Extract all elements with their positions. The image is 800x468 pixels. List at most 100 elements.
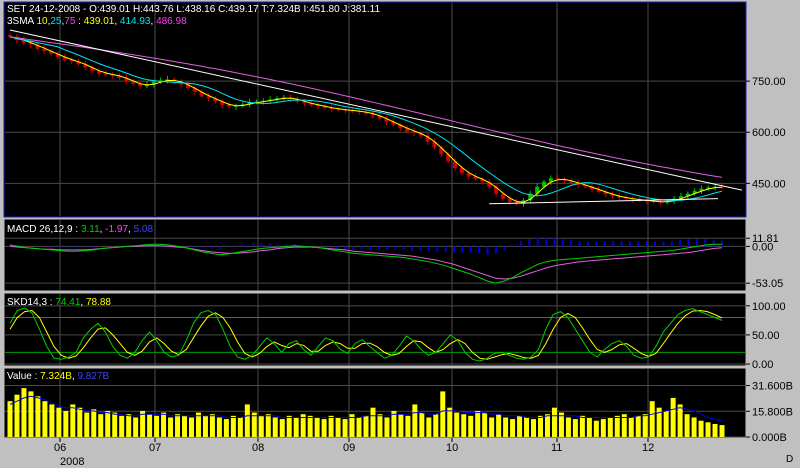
candle-body bbox=[220, 101, 225, 105]
value-bar bbox=[377, 414, 383, 437]
value-bar bbox=[656, 407, 662, 437]
candle-body bbox=[658, 201, 663, 203]
candle-body bbox=[49, 51, 54, 54]
candle-body bbox=[685, 193, 690, 197]
value-bar bbox=[14, 394, 20, 437]
value-bar bbox=[175, 414, 181, 437]
candle-body bbox=[706, 187, 711, 189]
value-bar bbox=[105, 410, 111, 437]
value-bar bbox=[216, 417, 222, 437]
value-axis-label: 15.800B bbox=[752, 406, 793, 418]
value-average-line bbox=[9, 395, 723, 422]
candle-body bbox=[8, 35, 12, 37]
candle-body bbox=[240, 104, 245, 106]
macd-axis-label: 11.81 bbox=[752, 233, 779, 245]
trend-line bbox=[9, 29, 743, 191]
value-bar bbox=[524, 417, 530, 437]
candle-body bbox=[494, 186, 499, 194]
value-bar bbox=[119, 415, 125, 437]
price-axis-label: 450.00 bbox=[752, 178, 786, 190]
candle-body bbox=[589, 186, 594, 190]
value-bar bbox=[314, 417, 320, 437]
candle-body bbox=[97, 70, 101, 74]
candle-body bbox=[199, 92, 204, 97]
value-bar bbox=[244, 404, 250, 437]
value-bar bbox=[35, 396, 41, 437]
x-axis-month-label: 12 bbox=[642, 442, 654, 454]
candle-body bbox=[117, 75, 122, 78]
value-bar bbox=[586, 417, 592, 437]
grid-lines bbox=[5, 3, 745, 438]
value-bar bbox=[56, 407, 62, 437]
value-bar bbox=[461, 414, 467, 437]
value-bar bbox=[342, 419, 348, 437]
value-bar bbox=[112, 412, 118, 437]
value-bar bbox=[663, 410, 669, 437]
value-bar bbox=[21, 388, 27, 437]
candle-body bbox=[398, 124, 403, 129]
value-bar bbox=[251, 412, 257, 437]
candle-body bbox=[165, 79, 170, 81]
candle-body bbox=[69, 59, 74, 62]
sma75-line bbox=[9, 36, 723, 178]
value-bar bbox=[272, 417, 278, 437]
candle-body bbox=[548, 178, 553, 182]
value-bar bbox=[126, 414, 132, 437]
value-bar bbox=[468, 415, 474, 437]
value-bar bbox=[133, 417, 139, 437]
skd-axis-label: 100.00 bbox=[752, 301, 786, 313]
value-bar bbox=[628, 417, 634, 437]
candle-body bbox=[439, 147, 444, 155]
price-layer bbox=[8, 29, 743, 207]
candle-body bbox=[405, 128, 410, 132]
value-bar bbox=[70, 404, 76, 437]
value-legend: Value : 7.324B, 9.827B bbox=[7, 371, 109, 382]
value-bar bbox=[712, 423, 718, 437]
value-bar bbox=[7, 401, 13, 437]
candle-body bbox=[186, 84, 190, 88]
candle-body bbox=[466, 173, 471, 177]
x-axis-month-label: 07 bbox=[149, 442, 161, 454]
candle-body bbox=[528, 193, 533, 201]
candle-body bbox=[227, 104, 232, 107]
candle-body bbox=[275, 98, 279, 100]
value-axis-label: 0.000B bbox=[752, 432, 787, 444]
value-bar bbox=[419, 412, 425, 437]
candle-body bbox=[699, 188, 704, 191]
value-bar bbox=[98, 414, 104, 437]
value-bar bbox=[454, 412, 460, 437]
skd-axis-label: 50.00 bbox=[752, 330, 780, 342]
x-axis-month-label: 09 bbox=[343, 442, 355, 454]
support-line bbox=[489, 198, 719, 205]
candle-body bbox=[138, 83, 143, 87]
sma-legend: 3SMA 10,25,75 : 439.01, 414.93, 486.98 bbox=[7, 16, 187, 27]
macd-line bbox=[9, 243, 723, 284]
skd-k-line bbox=[9, 307, 723, 362]
macd-axis-label: -53.05 bbox=[752, 278, 783, 290]
x-axis-year-label: 2008 bbox=[60, 456, 84, 468]
value-bar bbox=[705, 422, 711, 437]
value-bar bbox=[426, 417, 432, 437]
candle-body bbox=[309, 103, 314, 105]
candle-body bbox=[535, 186, 540, 194]
value-bar bbox=[258, 415, 264, 437]
x-axis-month-label: 11 bbox=[551, 442, 562, 454]
value-bar bbox=[370, 407, 376, 437]
candle-body bbox=[411, 131, 416, 133]
price-axis-label: 750.00 bbox=[752, 76, 786, 88]
value-bar bbox=[328, 415, 334, 437]
value-bar bbox=[600, 419, 606, 437]
candle-body bbox=[213, 98, 218, 102]
candle-body bbox=[459, 168, 464, 174]
value-bar bbox=[691, 417, 697, 437]
candle-body bbox=[21, 40, 26, 43]
skd-panel[interactable] bbox=[3, 292, 747, 367]
candle-body bbox=[596, 189, 601, 192]
value-bar bbox=[307, 415, 313, 437]
candle-body bbox=[473, 176, 478, 180]
value-bar bbox=[147, 414, 153, 437]
value-bar bbox=[482, 412, 488, 437]
value-bar bbox=[642, 414, 648, 437]
candle-body bbox=[83, 64, 88, 68]
candle-body bbox=[569, 180, 574, 183]
